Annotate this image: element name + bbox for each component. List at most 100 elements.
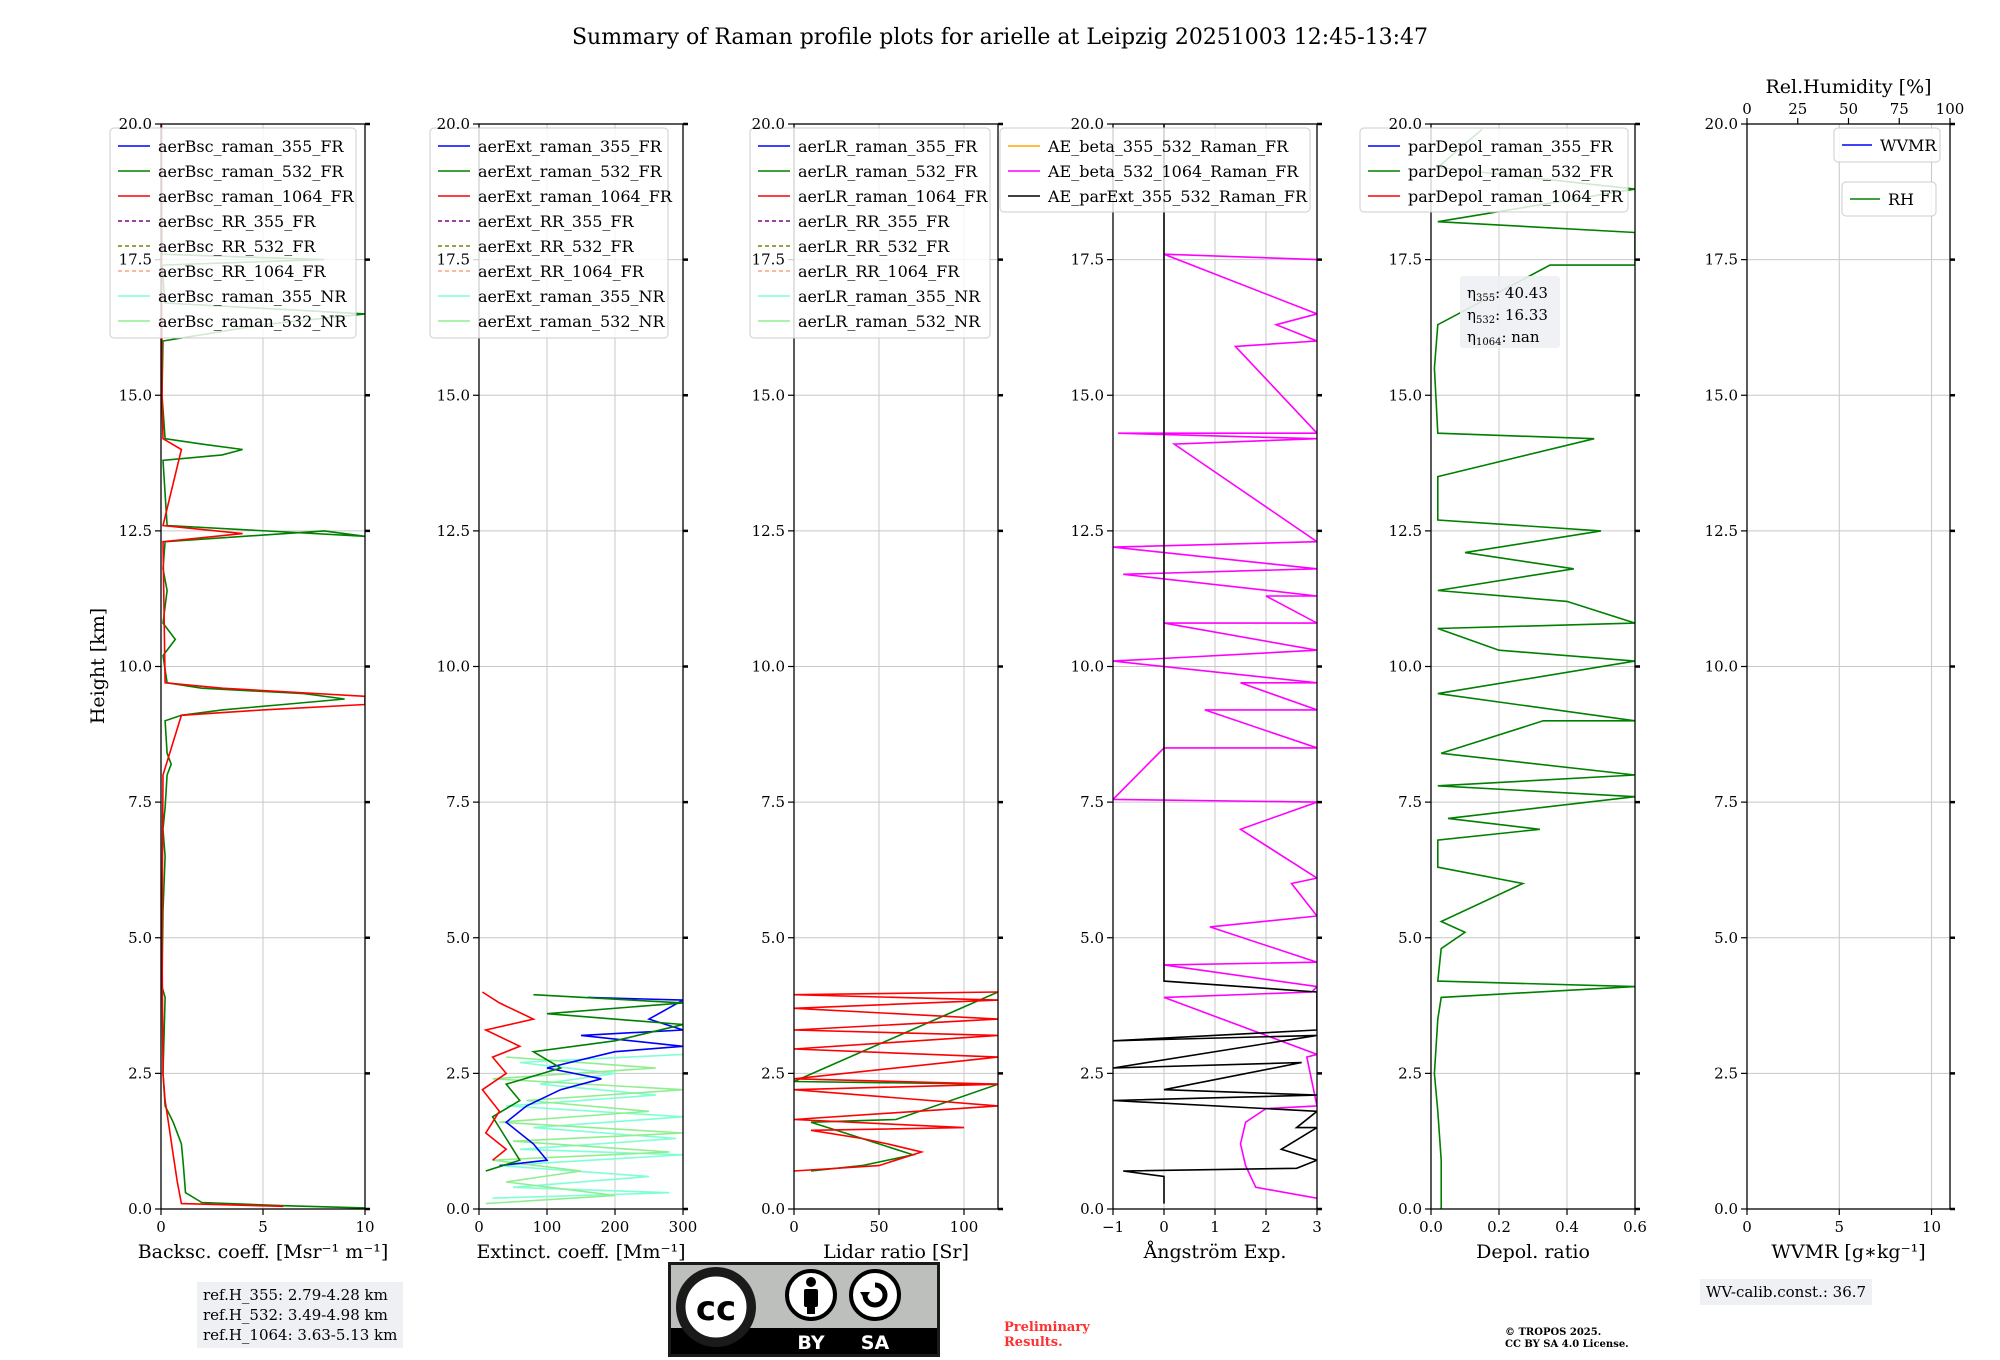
- y-tick-label: 0.0: [1714, 1200, 1738, 1218]
- legend-lidar_ratio: [749, 127, 991, 339]
- series-aerExt_raman_532_NR: [485, 1056, 683, 1205]
- x-tick-label: 10: [1922, 1218, 1941, 1236]
- x-axis-label-angstrom: Ångström Exp.: [1143, 1241, 1287, 1263]
- series-aerExt_raman_1064_FR: [481, 991, 536, 1161]
- y-tick-label: 12.5: [1071, 522, 1104, 540]
- cc-by-sa-badge: cc BY SA: [668, 1262, 940, 1357]
- cc-logo-text: cc: [696, 1289, 736, 1329]
- series-aerExt_raman_532_FR: [485, 993, 683, 1172]
- x-tick-label: 100: [950, 1218, 979, 1236]
- eta-annotation-1: η532: 16.33: [1467, 306, 1548, 326]
- preliminary-line-2: Results.: [1004, 1335, 1063, 1350]
- panel-lidar_ratio: [749, 122, 1003, 1215]
- legend-entry: aerBsc_raman_355_NR: [158, 287, 347, 306]
- wv-calib-box: WV-calib.const.: 36.7: [1700, 1279, 1873, 1305]
- x-tick-label: 2: [1261, 1218, 1271, 1236]
- y-tick-label: 20.0: [1705, 115, 1738, 133]
- top-tick-label: 50: [1839, 100, 1858, 118]
- ref-height-532: ref.H_532: 3.49-4.98 km: [203, 1306, 388, 1324]
- legend-backscatter: [109, 127, 357, 339]
- y-tick-label: 7.5: [1398, 793, 1422, 811]
- legend-entry: aerBsc_raman_1064_FR: [158, 187, 355, 206]
- preliminary-note: Preliminary Results.: [1004, 1320, 1090, 1350]
- legend-box: [749, 127, 991, 339]
- legend-water_vapor: [1833, 127, 1941, 217]
- x-tick-label: 5: [258, 1218, 268, 1236]
- series-group-angstrom: [1113, 124, 1317, 1204]
- y-tick-label: 17.5: [437, 251, 470, 269]
- y-axis-label: Height [km]: [87, 608, 109, 724]
- top-tick-label: 100: [1936, 100, 1965, 118]
- y-tick-label: 10.0: [1705, 658, 1738, 676]
- legend-entry: parDepol_raman_1064_FR: [1408, 187, 1624, 206]
- legend-entry: aerExt_raman_532_FR: [478, 162, 663, 181]
- y-tick-label: 7.5: [1714, 793, 1738, 811]
- y-tick-label: 0.0: [128, 1200, 152, 1218]
- y-tick-label: 12.5: [437, 522, 470, 540]
- x-tick-label: 0.6: [1623, 1218, 1647, 1236]
- y-tick-label: 20.0: [437, 115, 470, 133]
- legend-entry: aerExt_raman_355_FR: [478, 137, 663, 156]
- y-tick-label: 5.0: [761, 929, 785, 947]
- legend-box: [1359, 127, 1629, 213]
- legend-entry: WVMR: [1880, 136, 1937, 155]
- y-tick-label: 10.0: [119, 658, 152, 676]
- legend-entry: aerBsc_raman_532_NR: [158, 312, 347, 331]
- y-tick-label: 7.5: [761, 793, 785, 811]
- y-tick-label: 5.0: [446, 929, 470, 947]
- panel-angstrom: [999, 122, 1322, 1215]
- y-tick-label: 20.0: [752, 115, 785, 133]
- legend-entry: aerExt_RR_532_FR: [478, 237, 635, 256]
- series-group-lidar_ratio: [794, 991, 998, 1172]
- legend-entry: aerBsc_raman_355_FR: [158, 137, 344, 156]
- figure-title: Summary of Raman profile plots for ariel…: [572, 25, 1428, 50]
- top-axis-label: Rel.Humidity [%]: [1765, 76, 1931, 98]
- copyright-note: © TROPOS 2025. CC BY SA 4.0 License.: [1505, 1327, 1629, 1351]
- legend-entry: aerLR_raman_355_NR: [798, 287, 981, 306]
- x-axis-label-lidar_ratio: Lidar ratio [Sr]: [823, 1241, 969, 1263]
- y-tick-label: 10.0: [1071, 658, 1104, 676]
- y-tick-label: 0.0: [1398, 1200, 1422, 1218]
- y-tick-label: 12.5: [1705, 522, 1738, 540]
- legend-entry: aerLR_raman_1064_FR: [798, 187, 988, 206]
- y-tick-label: 17.5: [752, 251, 785, 269]
- x-tick-label: 0: [789, 1218, 799, 1236]
- legend-angstrom: [999, 127, 1311, 213]
- legend-entry: aerLR_RR_355_FR: [798, 212, 950, 231]
- legend-box: [1833, 127, 1941, 163]
- y-tick-label: 7.5: [128, 793, 152, 811]
- x-tick-label: 3: [1312, 1218, 1322, 1236]
- x-tick-label: 100: [533, 1218, 562, 1236]
- ref-height-1064: ref.H_1064: 3.63-5.13 km: [203, 1326, 398, 1344]
- panel-backscatter: [109, 122, 370, 1215]
- copyright-line-2: CC BY SA 4.0 License.: [1505, 1339, 1629, 1350]
- sa-share-icon: [849, 1269, 901, 1321]
- y-tick-label: 17.5: [1071, 251, 1104, 269]
- x-tick-label: 0: [1742, 1218, 1752, 1236]
- legend-entry: parDepol_raman_355_FR: [1408, 137, 1614, 156]
- series-parDepol_raman_532_FR: [1433, 128, 1635, 1209]
- legend-entry: aerBsc_raman_532_FR: [158, 162, 344, 181]
- copyright-line-1: © TROPOS 2025.: [1505, 1327, 1602, 1338]
- y-tick-label: 20.0: [119, 115, 152, 133]
- legend-entry: aerLR_RR_532_FR: [798, 237, 950, 256]
- x-tick-label: 0.4: [1555, 1218, 1579, 1236]
- series-aerBsc_raman_1064_FR: [161, 124, 365, 1208]
- legend-entry: aerExt_raman_355_NR: [478, 287, 666, 306]
- by-label: BY: [797, 1332, 824, 1354]
- series-group-extinction: [481, 991, 683, 1205]
- legend-entry: aerLR_raman_532_FR: [798, 162, 978, 181]
- legend-depolarization: [1359, 127, 1629, 213]
- legend-entry: parDepol_raman_532_FR: [1408, 162, 1614, 181]
- top-tick-label: 25: [1788, 100, 1807, 118]
- y-tick-label: 15.0: [119, 386, 152, 404]
- legend-entry: RH: [1888, 190, 1914, 209]
- legend-extinction: [429, 127, 669, 339]
- y-tick-label: 12.5: [1389, 522, 1422, 540]
- x-tick-label: 1: [1210, 1218, 1220, 1236]
- legend-entry: aerExt_RR_355_FR: [478, 212, 635, 231]
- x-tick-label: 0.0: [1419, 1218, 1443, 1236]
- legend-box: [1841, 181, 1937, 217]
- panel-water_vapor: [1741, 118, 1955, 1215]
